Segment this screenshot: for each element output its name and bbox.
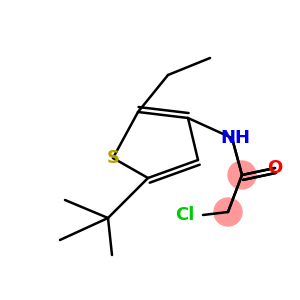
Text: NH: NH <box>220 129 250 147</box>
Text: Cl: Cl <box>175 206 195 224</box>
Text: S: S <box>106 149 119 167</box>
Circle shape <box>228 161 256 189</box>
Text: O: O <box>267 159 283 177</box>
Circle shape <box>214 198 242 226</box>
